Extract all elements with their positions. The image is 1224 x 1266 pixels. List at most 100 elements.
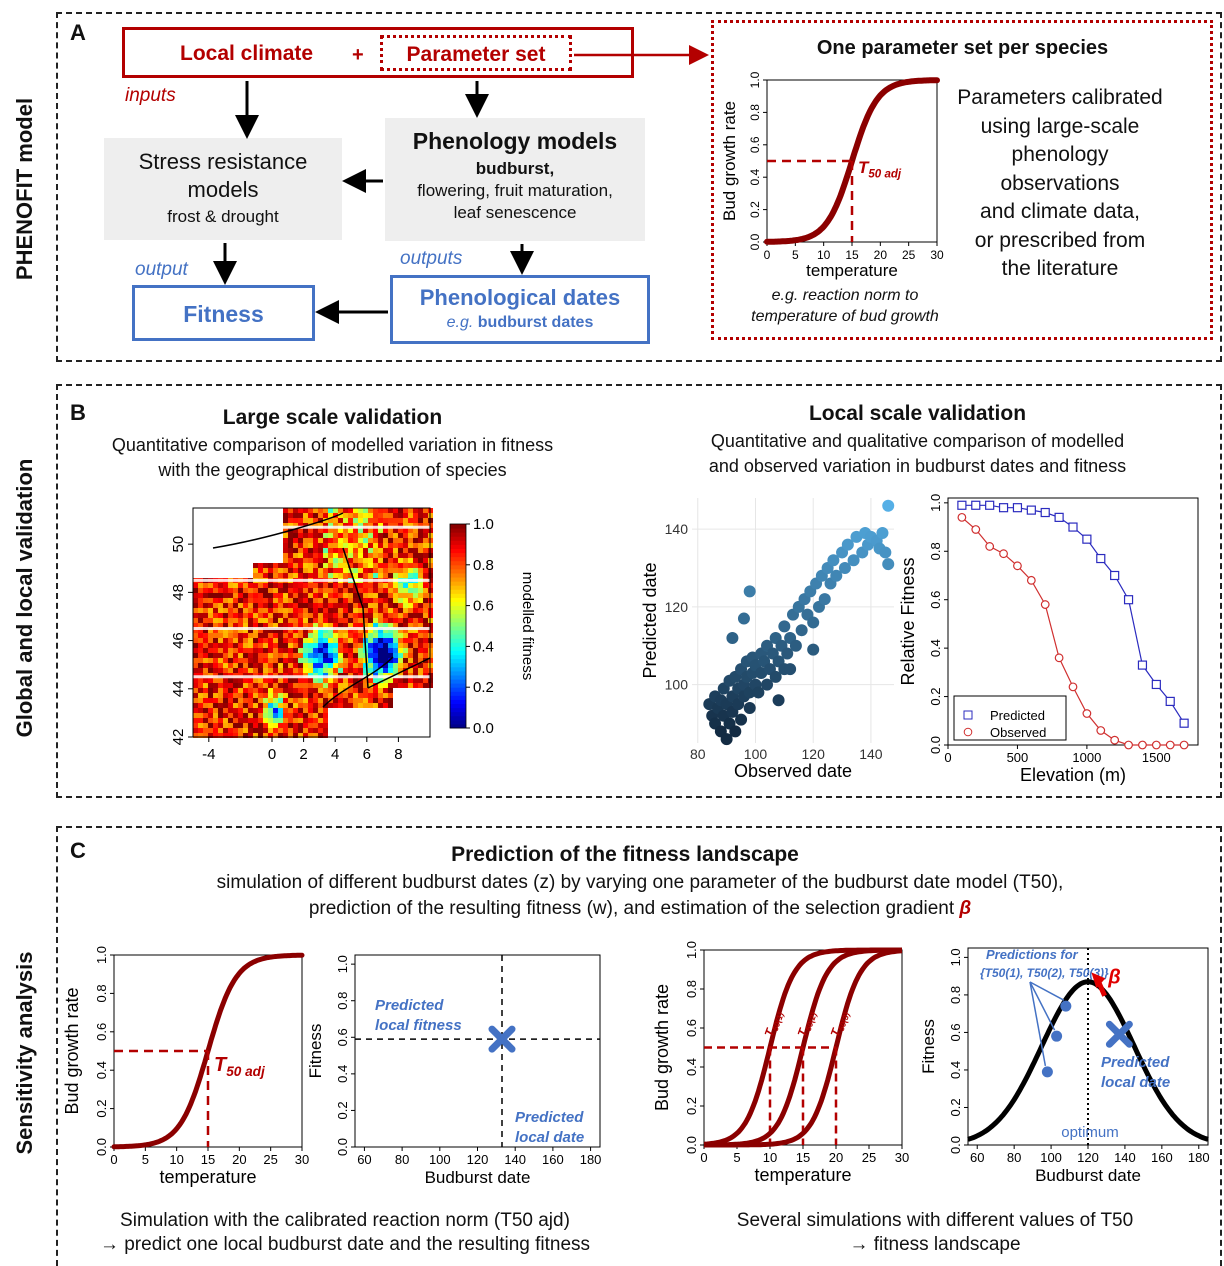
predictions-for-1: Predictions for bbox=[986, 947, 1079, 962]
y-tick-label: 0.8 bbox=[928, 542, 943, 560]
x-tick-label: 15 bbox=[796, 1150, 810, 1165]
y-tick-label: 0.8 bbox=[948, 986, 963, 1004]
y-axis-label: Fitness bbox=[919, 1019, 938, 1074]
caption-right-1: Several simulations with different value… bbox=[736, 1210, 1134, 1231]
scatter-point bbox=[789, 639, 802, 652]
legend-box bbox=[953, 695, 1067, 741]
observed-marker bbox=[999, 549, 1008, 559]
x-tick-label: 6 bbox=[363, 746, 371, 763]
y-axis-label: Relative Fitness bbox=[898, 557, 918, 685]
predicted-marker bbox=[971, 500, 981, 510]
predicted-marker bbox=[957, 500, 967, 510]
predictions-for-2: {T50(1), T50(2), T50(3)} bbox=[980, 966, 1109, 980]
y-tick-label: 0.0 bbox=[748, 233, 762, 250]
panel-c-frame bbox=[56, 826, 1222, 1266]
x-tick-label: 15 bbox=[201, 1152, 215, 1167]
pheno-dates-sub: budburst dates bbox=[477, 314, 594, 331]
large-sub-1: Quantitative comparison of modelled vari… bbox=[111, 435, 554, 455]
caption-right: Several simulations with different value… bbox=[650, 1209, 1220, 1257]
calib-line-2: phenology bbox=[1011, 143, 1109, 166]
large-scale-sub: Quantitative comparison of modelled vari… bbox=[60, 433, 605, 483]
calib-line-6: the literature bbox=[1001, 257, 1119, 280]
calibration-text: Parameters calibrated using large-scale … bbox=[935, 84, 1185, 284]
x-tick-label: 10 bbox=[817, 248, 831, 262]
inputs-box bbox=[122, 27, 634, 78]
beta-label: β bbox=[1107, 967, 1120, 989]
observed-marker bbox=[1054, 653, 1064, 663]
predicted-vs-observed-chart: 80 100 120 140 100 120 140 Observed date Predict… bbox=[640, 498, 895, 781]
y-tick-label: 1.0 bbox=[748, 71, 762, 88]
x-tick-label: 2 bbox=[299, 746, 307, 763]
predicted-point-marker bbox=[488, 1025, 516, 1053]
y-tick-label: 0.0 bbox=[684, 1136, 699, 1154]
y-tick-label: 42 bbox=[170, 729, 187, 746]
y-tick-label: 44 bbox=[170, 680, 187, 697]
x-tick-label: 60 bbox=[357, 1152, 371, 1167]
scatter-point bbox=[726, 632, 739, 644]
pred-local-fitness-2: local fitness bbox=[375, 1017, 462, 1034]
colorbar-tick-label: 0.4 bbox=[473, 638, 494, 655]
scatter-point bbox=[761, 678, 774, 691]
y-tick-label: 0.4 bbox=[684, 1058, 699, 1076]
predicted-marker bbox=[1137, 660, 1148, 670]
x-tick-label: 4 bbox=[331, 746, 339, 763]
x-tick-label: 30 bbox=[930, 248, 944, 262]
predicted-marker bbox=[1151, 679, 1161, 690]
parameter-set-label: Parameter set bbox=[380, 35, 572, 71]
simulated-point bbox=[1041, 1066, 1053, 1078]
observed-marker bbox=[1151, 740, 1161, 750]
y-tick-label: 0.2 bbox=[684, 1097, 699, 1115]
species-box-title: One parameter set per species bbox=[816, 37, 1109, 59]
scatter-point bbox=[795, 624, 808, 637]
y-tick-label: 0.2 bbox=[335, 1101, 350, 1119]
plot-frame bbox=[947, 497, 1199, 746]
y-tick-label: 0.8 bbox=[748, 104, 762, 121]
large-scale-title: Large scale validation bbox=[222, 406, 443, 429]
observed-marker bbox=[1110, 735, 1120, 745]
reaction-norm-chart-c1: 0 5 10 15 20 25 30 0.0 0.2 0.4 0.6 0.8 1.0 temperatur… bbox=[62, 946, 309, 1187]
y-tick-label: 0.4 bbox=[748, 169, 762, 186]
side-label-validation: Global and local validation bbox=[12, 458, 37, 738]
predicted-marker bbox=[998, 503, 1009, 513]
y-tick-label: 46 bbox=[170, 632, 187, 649]
panel-c-sub-2: prediction of the resulting fitness (w),… bbox=[60, 898, 1220, 920]
scatter-point bbox=[876, 527, 889, 539]
predicted-marker bbox=[1096, 553, 1106, 564]
y-tick-label: 0.0 bbox=[928, 736, 943, 754]
colorbar-tick-label: 0.8 bbox=[473, 557, 494, 574]
x-axis-label: temperature bbox=[754, 1165, 851, 1185]
x-tick-label: 1500 bbox=[1142, 750, 1171, 765]
colorbar-tick-label: 1.0 bbox=[473, 516, 494, 533]
y-tick-label: 1.0 bbox=[928, 494, 943, 512]
pheno-title: Phenology models bbox=[412, 128, 618, 154]
x-tick-label: 0 bbox=[764, 248, 771, 262]
scatter-point bbox=[772, 694, 785, 707]
stress-title-2: models bbox=[187, 177, 259, 202]
scatter-point bbox=[743, 702, 756, 714]
y-tick-label: 100 bbox=[665, 677, 689, 693]
pheno-line2: flowering, fruit maturation, bbox=[417, 181, 613, 200]
x-tick-label: 30 bbox=[895, 1150, 909, 1165]
t50-label: T50 adj bbox=[858, 158, 902, 180]
scatter-point bbox=[743, 585, 756, 598]
y-tick-label: 1.0 bbox=[948, 948, 963, 966]
reaction-norm-chart-a: 0 5 10 15 20 25 30 0.0 0.2 0.4 0.6 0.8 1.0 temperatur… bbox=[720, 71, 944, 280]
outputs-label: outputs bbox=[400, 248, 463, 269]
colorbar-label: modelled fitness bbox=[519, 572, 536, 680]
scatter-point bbox=[841, 538, 854, 551]
x-tick-label: 100 bbox=[744, 746, 768, 762]
colorbar bbox=[450, 524, 466, 729]
x-tick-label: 20 bbox=[829, 1150, 843, 1165]
x-tick-label: 120 bbox=[802, 746, 826, 762]
y-tick-label: 0.2 bbox=[928, 688, 943, 706]
y-tick-label: 140 bbox=[665, 521, 689, 537]
panel-c-letter: C bbox=[70, 838, 86, 863]
x-tick-label: 80 bbox=[395, 1152, 409, 1167]
y-tick-label: 0.6 bbox=[948, 1023, 963, 1041]
fitness-landscape-curve bbox=[967, 979, 1209, 1142]
pheno-dates-eg: e.g. bbox=[446, 314, 474, 331]
local-sub-2: and observed variation in budburst dates… bbox=[708, 456, 1127, 476]
x-tick-label: 20 bbox=[874, 248, 888, 262]
country-borders bbox=[212, 512, 431, 708]
selection-gradient-arrowhead bbox=[1091, 972, 1106, 989]
